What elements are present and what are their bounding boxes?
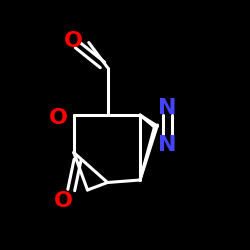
Text: N: N [158, 98, 177, 117]
Text: O: O [64, 31, 83, 51]
Text: O: O [54, 191, 73, 211]
Text: O: O [49, 108, 68, 128]
Text: N: N [158, 135, 177, 155]
